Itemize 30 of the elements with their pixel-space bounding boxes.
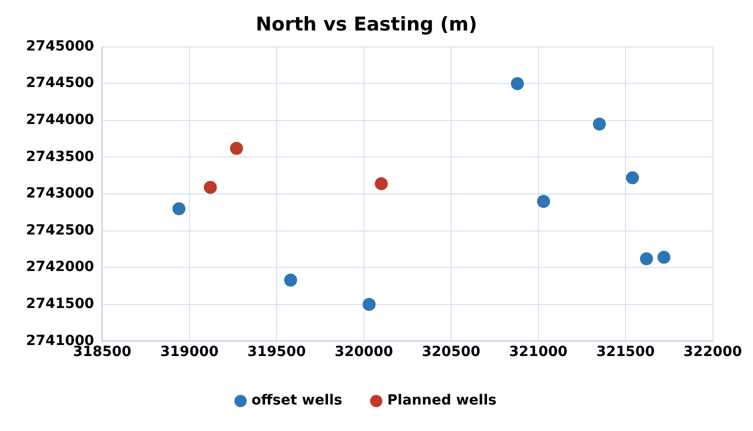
y-tick-label: 2742000 [26,259,94,276]
point [510,77,524,90]
x-tick-label: 320500 [422,344,481,360]
y-tick-label: 2744500 [26,75,94,92]
x-tick-label: 319000 [160,344,219,360]
x-tick-label: 321500 [596,344,656,360]
y-tick-label: 2743500 [26,148,94,165]
y-tick-label: 2743000 [26,186,94,202]
point [592,118,606,131]
x-tick-label: 322000 [684,344,742,360]
x-tick-label: 319500 [247,344,306,360]
legend-label: Planned wells [387,392,496,409]
point [362,298,376,311]
point [374,177,388,190]
point [537,194,550,208]
chart-title: North vs Easting (m) [256,13,478,36]
point [640,252,653,266]
y-tick-label: 2741500 [26,296,94,312]
point [657,250,670,264]
point [284,274,298,287]
x-tick-label: 320000 [334,344,394,360]
point [204,180,217,194]
point [626,171,640,184]
legend-label: offset wells [252,392,342,409]
point [172,202,186,216]
y-tick-label: 2744000 [26,112,94,128]
y-tick-label: 2745000 [26,38,94,54]
x-tick-label: 321000 [509,344,568,360]
y-tick-label: 2742500 [26,222,94,238]
point [230,142,244,155]
